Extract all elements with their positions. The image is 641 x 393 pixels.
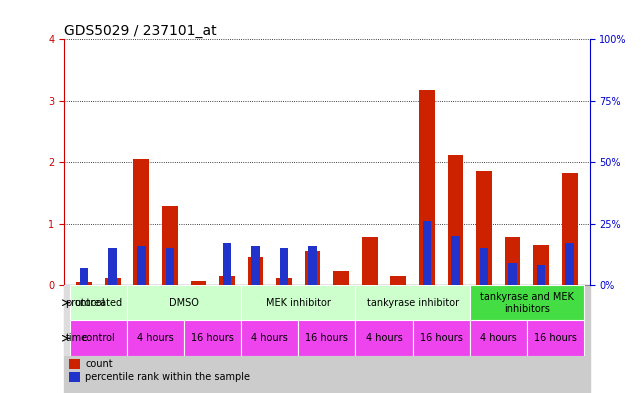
- Bar: [241, 321, 298, 356]
- Bar: [422, 221, 431, 285]
- Bar: [70, 321, 127, 356]
- Text: 4 hours: 4 hours: [137, 333, 174, 343]
- Bar: [69, 372, 80, 382]
- Bar: [279, 248, 288, 285]
- Bar: [162, 206, 178, 285]
- Bar: [504, 237, 520, 285]
- Text: MEK inhibitor: MEK inhibitor: [266, 298, 331, 308]
- Text: 16 hours: 16 hours: [534, 333, 577, 343]
- Bar: [127, 321, 184, 356]
- Bar: [127, 285, 241, 321]
- Text: GDS5029 / 237101_at: GDS5029 / 237101_at: [64, 24, 217, 38]
- Bar: [470, 285, 584, 321]
- Bar: [390, 276, 406, 285]
- Bar: [165, 248, 174, 285]
- Bar: [356, 321, 413, 356]
- Bar: [105, 277, 121, 285]
- Bar: [137, 246, 146, 285]
- Bar: [251, 246, 260, 285]
- Bar: [562, 173, 578, 285]
- Text: 4 hours: 4 hours: [365, 333, 403, 343]
- Bar: [470, 321, 527, 356]
- Bar: [537, 265, 545, 285]
- Bar: [276, 277, 292, 285]
- Bar: [479, 248, 488, 285]
- Text: tankyrase and MEK
inhibitors: tankyrase and MEK inhibitors: [480, 292, 574, 314]
- Bar: [447, 155, 463, 285]
- Text: tankyrase inhibitor: tankyrase inhibitor: [367, 298, 459, 308]
- Text: 4 hours: 4 hours: [480, 333, 517, 343]
- Text: 16 hours: 16 hours: [306, 333, 348, 343]
- Bar: [413, 321, 470, 356]
- Text: 4 hours: 4 hours: [251, 333, 288, 343]
- Text: DMSO: DMSO: [169, 298, 199, 308]
- Bar: [565, 243, 574, 285]
- Bar: [76, 282, 92, 285]
- Bar: [241, 285, 356, 321]
- Text: 16 hours: 16 hours: [420, 333, 463, 343]
- Bar: [190, 281, 206, 285]
- Bar: [133, 159, 149, 285]
- Bar: [451, 236, 460, 285]
- Bar: [419, 90, 435, 285]
- Bar: [184, 321, 241, 356]
- Text: percentile rank within the sample: percentile rank within the sample: [85, 372, 250, 382]
- Text: 16 hours: 16 hours: [191, 333, 234, 343]
- Bar: [70, 285, 127, 321]
- Bar: [298, 321, 356, 356]
- Bar: [304, 251, 320, 285]
- Bar: [533, 245, 549, 285]
- Bar: [222, 243, 231, 285]
- Bar: [356, 285, 470, 321]
- Bar: [219, 276, 235, 285]
- Bar: [362, 237, 378, 285]
- Bar: [527, 321, 584, 356]
- Bar: [308, 246, 317, 285]
- Bar: [64, 285, 590, 393]
- Text: untreated: untreated: [74, 298, 122, 308]
- Bar: [476, 171, 492, 285]
- Text: control: control: [81, 333, 115, 343]
- Bar: [508, 263, 517, 285]
- Text: protocol: protocol: [65, 298, 105, 308]
- Bar: [69, 359, 80, 369]
- Text: count: count: [85, 359, 113, 369]
- Bar: [247, 257, 263, 285]
- Bar: [108, 248, 117, 285]
- Text: time: time: [65, 333, 88, 343]
- Bar: [333, 272, 349, 285]
- Bar: [80, 268, 88, 285]
